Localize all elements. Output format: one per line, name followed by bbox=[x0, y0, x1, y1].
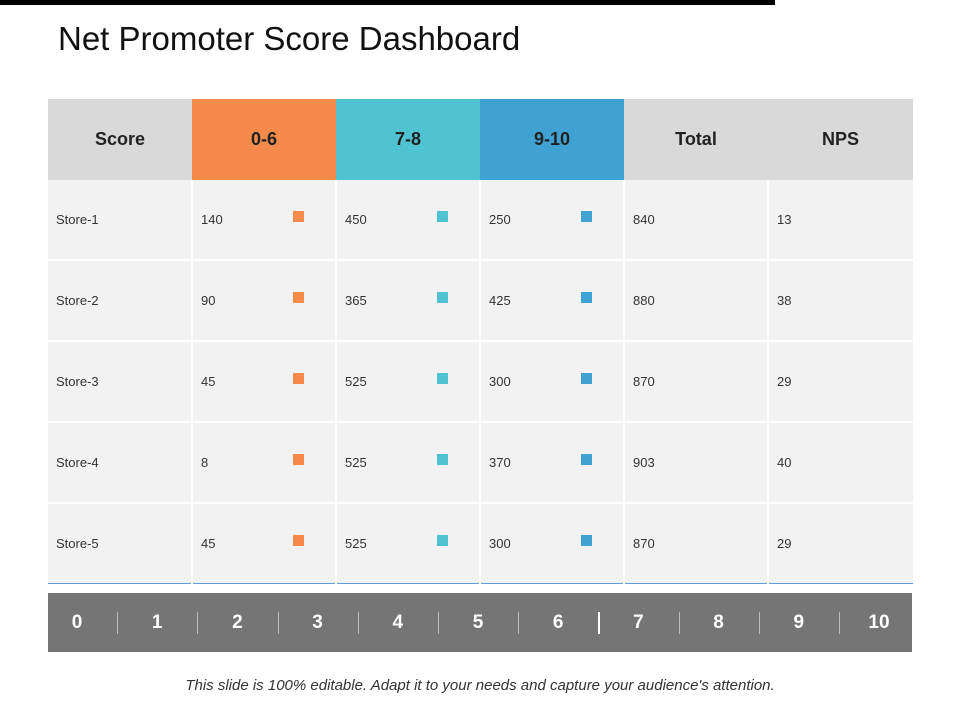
detractors-value: 45 bbox=[201, 536, 216, 551]
passives-square-icon bbox=[437, 211, 448, 222]
slide-title: Net Promoter Score Dashboard bbox=[58, 20, 521, 57]
nps-cell: 13 bbox=[768, 180, 913, 261]
promoters-value: 250 bbox=[489, 212, 511, 227]
store-cell: Store-3 bbox=[48, 341, 193, 423]
promoters-cell: 250 bbox=[480, 180, 625, 261]
nps-cell: 29 bbox=[768, 341, 913, 423]
scale-number: 6 bbox=[552, 612, 564, 633]
detractors-cell: 140 bbox=[192, 180, 337, 261]
scale-divider bbox=[437, 612, 439, 634]
promoters-value: 300 bbox=[489, 374, 511, 389]
passives-value: 365 bbox=[345, 293, 367, 308]
table-row: Store-4 8 525 370 903 40 bbox=[48, 422, 913, 504]
promoters-cell: 300 bbox=[480, 341, 625, 423]
scale-divider bbox=[678, 612, 680, 634]
detractors-square-icon bbox=[293, 454, 304, 465]
nps-cell: 40 bbox=[768, 422, 913, 504]
header-detractors: 0-6 bbox=[192, 99, 336, 180]
promoters-cell: 300 bbox=[480, 503, 625, 584]
scale-number: 3 bbox=[312, 612, 323, 633]
promoters-square-icon bbox=[581, 292, 592, 303]
table-row: Store-5 45 525 300 870 29 bbox=[48, 503, 913, 584]
scale-divider bbox=[117, 612, 119, 634]
scale-divider-major bbox=[598, 612, 601, 634]
promoters-square-icon bbox=[581, 454, 592, 465]
header-score: Score bbox=[48, 99, 192, 180]
table-row: Store-3 45 525 300 870 29 bbox=[48, 341, 913, 423]
detractors-cell: 45 bbox=[192, 341, 337, 423]
total-cell: 880 bbox=[624, 260, 769, 342]
promoters-value: 370 bbox=[489, 455, 511, 470]
nps-table: Score 0-6 7-8 9-10 Total NPS Store-1 140… bbox=[48, 99, 913, 584]
scale-number: 1 bbox=[151, 612, 163, 633]
header-passives: 7-8 bbox=[336, 99, 480, 180]
promoters-square-icon bbox=[581, 211, 592, 222]
scale-number: 0 bbox=[71, 612, 83, 633]
scale-number: 10 bbox=[868, 612, 890, 633]
passives-value: 450 bbox=[345, 212, 367, 227]
scale-number: 5 bbox=[472, 612, 484, 633]
table-row: Store-1 140 450 250 840 13 bbox=[48, 180, 913, 261]
scale-number: 8 bbox=[713, 612, 724, 633]
detractors-cell: 90 bbox=[192, 260, 337, 342]
scale-divider bbox=[357, 612, 359, 634]
promoters-cell: 370 bbox=[480, 422, 625, 504]
passives-value: 525 bbox=[345, 536, 367, 551]
passives-cell: 525 bbox=[336, 422, 481, 504]
scale-divider bbox=[277, 612, 279, 634]
footer-note: This slide is 100% editable. Adapt it to… bbox=[185, 677, 775, 694]
promoters-square-icon bbox=[581, 535, 592, 546]
promoters-value: 300 bbox=[489, 536, 511, 551]
detractors-value: 45 bbox=[201, 374, 216, 389]
total-cell: 903 bbox=[624, 422, 769, 504]
detractors-value: 8 bbox=[201, 455, 209, 470]
promoters-square-icon bbox=[581, 373, 592, 384]
passives-square-icon bbox=[437, 292, 448, 303]
store-cell: Store-1 bbox=[48, 180, 193, 261]
scale-number: 9 bbox=[793, 612, 805, 633]
promoters-value: 425 bbox=[489, 293, 511, 308]
passives-square-icon bbox=[437, 535, 448, 546]
detractors-cell: 45 bbox=[192, 503, 337, 584]
total-cell: 870 bbox=[624, 503, 769, 584]
store-cell: Store-2 bbox=[48, 260, 193, 342]
scale-divider bbox=[758, 612, 760, 634]
store-cell: Store-4 bbox=[48, 422, 193, 504]
header-nps: NPS bbox=[768, 99, 913, 180]
scale-number: 2 bbox=[232, 612, 243, 633]
scale-divider bbox=[197, 612, 199, 634]
scale-divider bbox=[838, 612, 840, 634]
top-accent-bar bbox=[0, 0, 775, 5]
header-promoters: 9-10 bbox=[480, 99, 624, 180]
promoters-cell: 425 bbox=[480, 260, 625, 342]
detractors-value: 140 bbox=[201, 212, 223, 227]
passives-cell: 365 bbox=[336, 260, 481, 342]
table-row: Store-2 90 365 425 880 38 bbox=[48, 260, 913, 342]
detractors-square-icon bbox=[293, 292, 304, 303]
scale-number: 7 bbox=[633, 612, 644, 633]
passives-value: 525 bbox=[345, 374, 367, 389]
passives-square-icon bbox=[437, 373, 448, 384]
passives-cell: 450 bbox=[336, 180, 481, 261]
nps-cell: 29 bbox=[768, 503, 913, 584]
passives-cell: 525 bbox=[336, 341, 481, 423]
scale-divider bbox=[518, 612, 520, 634]
passives-cell: 525 bbox=[336, 503, 481, 584]
passives-square-icon bbox=[437, 454, 448, 465]
total-cell: 840 bbox=[624, 180, 769, 261]
header-total: Total bbox=[624, 99, 768, 180]
detractors-value: 90 bbox=[201, 293, 216, 308]
scale-number: 4 bbox=[392, 612, 404, 633]
detractors-square-icon bbox=[293, 535, 304, 546]
store-cell: Store-5 bbox=[48, 503, 193, 584]
detractors-square-icon bbox=[293, 211, 304, 222]
nps-cell: 38 bbox=[768, 260, 913, 342]
detractors-square-icon bbox=[293, 373, 304, 384]
score-scale-bar: 0 1 2 3 4 5 6 7 8 9 10 bbox=[48, 593, 912, 652]
table-header-row: Score 0-6 7-8 9-10 Total NPS bbox=[48, 99, 913, 180]
total-cell: 870 bbox=[624, 341, 769, 423]
passives-value: 525 bbox=[345, 455, 367, 470]
detractors-cell: 8 bbox=[192, 422, 337, 504]
